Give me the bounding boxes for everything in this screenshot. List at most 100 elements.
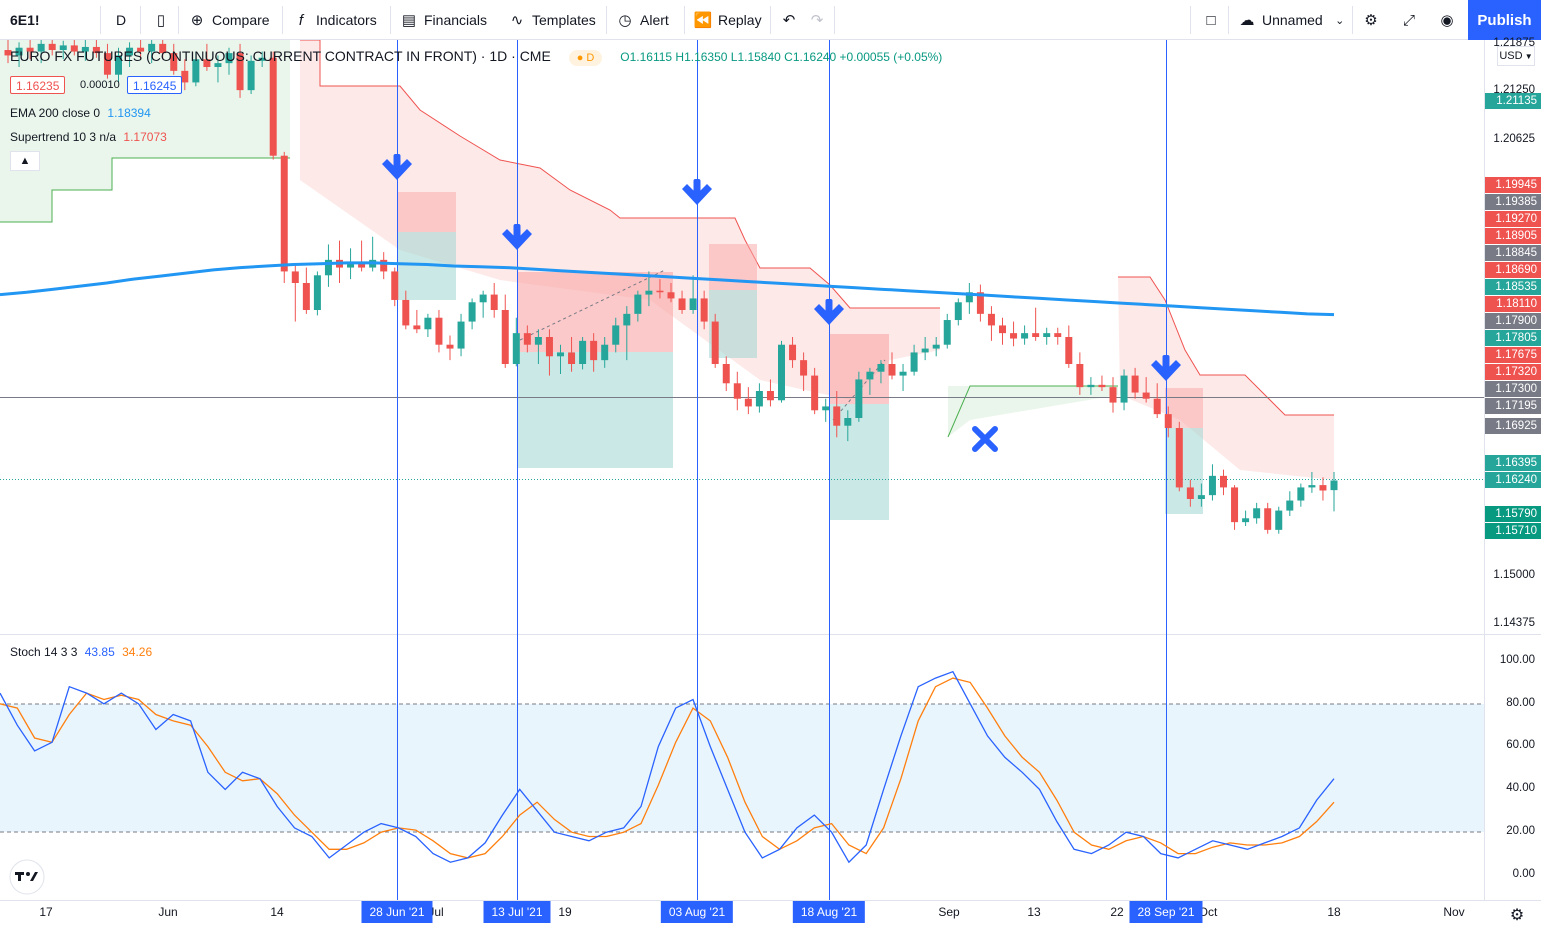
candle-up [1197, 495, 1205, 499]
supertrend-legend[interactable]: Supertrend 10 3 n/a 1.17073 [10, 130, 167, 144]
candle-up [1308, 485, 1316, 488]
symbol-search-button[interactable]: 6E1! [10, 0, 40, 40]
candle-down [545, 337, 553, 357]
candle-down [490, 294, 498, 310]
undo-button[interactable]: ↶ [778, 0, 804, 40]
candle-up [921, 348, 929, 353]
candle-down [1109, 387, 1117, 403]
save-layout-button[interactable]: ☁ Unnamed ⌄ [1236, 0, 1355, 40]
buy-button[interactable]: 1.16245 [127, 76, 183, 94]
short-position-stop-zone [397, 192, 456, 232]
currency-selector[interactable]: USD ▼ [1497, 46, 1535, 66]
candle-down [976, 292, 984, 314]
replay-button[interactable]: ⏪ Replay [692, 0, 762, 40]
stoch-legend[interactable]: Stoch 14 3 3 43.85 34.26 [10, 645, 152, 659]
candle-up [347, 263, 355, 268]
interval-button[interactable]: D [116, 0, 126, 40]
date-badge: 28 Jun '21 [361, 901, 433, 923]
financials-button[interactable]: ▤ Financials [398, 0, 487, 40]
redo-icon: ↷ [810, 12, 824, 29]
candle-down [888, 364, 896, 376]
toolbar-divider [1190, 6, 1191, 34]
candle-up [313, 275, 321, 310]
candle-down [1220, 475, 1227, 488]
time-tick: Sep [938, 905, 960, 919]
ohlc-values: O1.16115 H1.16350 L1.15840 C1.16240 +0.0… [620, 50, 943, 64]
supertrend-up-line-2 [947, 385, 1118, 438]
time-tick: 22 [1110, 905, 1124, 919]
down-arrow-icon [502, 224, 532, 250]
delay-badge: ● D [568, 50, 603, 66]
compare-button[interactable]: ⊕ Compare [186, 0, 270, 40]
indicators-button[interactable]: f Indicators [290, 0, 377, 40]
supertrend-up-fill-2 [948, 386, 1118, 437]
publish-button[interactable]: Publish [1468, 0, 1541, 40]
candle-up [1120, 375, 1128, 403]
candle-down [269, 57, 277, 156]
chevron-up-icon: ▲ [19, 155, 31, 167]
candle-down [1319, 485, 1327, 491]
candle-down [523, 333, 531, 345]
layout-button[interactable]: □ [1200, 0, 1226, 40]
chart-canvas[interactable]: ⚙ [0, 40, 1541, 927]
stoch-band [0, 704, 1484, 832]
candle-up [1208, 475, 1216, 496]
stoch-tick: 20.00 [1506, 825, 1535, 837]
supertrend-down-fill [300, 40, 940, 400]
toolbar-divider [282, 6, 283, 34]
toolbar-divider [140, 6, 141, 34]
candle-up [910, 352, 918, 372]
ema-legend[interactable]: EMA 200 close 0 1.18394 [10, 106, 151, 120]
templates-button[interactable]: ∿ Templates [506, 0, 596, 40]
candle-down [1264, 508, 1272, 530]
chart-type-button[interactable]: ▯ [150, 0, 176, 40]
price-label: 1.19270 [1485, 211, 1541, 227]
candle-up [15, 47, 23, 56]
buy-price: 1.16245 [133, 79, 177, 93]
sell-button[interactable]: 1.16235 [10, 76, 66, 94]
candles-series [4, 40, 1338, 534]
tradingview-logo-icon [9, 859, 45, 895]
supertrend-legend-label: Supertrend 10 3 n/a [10, 130, 117, 144]
price-label: 1.17675 [1485, 347, 1541, 363]
supertrend-down-line-2 [1118, 276, 1334, 416]
candle-down [48, 43, 56, 51]
collapse-legend-button[interactable]: ▲ [10, 151, 40, 171]
snapshot-button[interactable]: ◉ [1436, 0, 1462, 40]
candle-up [81, 46, 89, 52]
candle-down [1153, 398, 1161, 415]
publish-label: Publish [1477, 11, 1532, 29]
candle-up [1087, 384, 1095, 388]
price-label: 1.15710 [1485, 523, 1541, 539]
candle-down [26, 47, 34, 52]
candle-up [148, 43, 156, 52]
signal-arrows [382, 154, 1181, 381]
candle-down [181, 70, 189, 83]
candle-down [1010, 333, 1018, 339]
candle-up [755, 391, 763, 407]
stoch-d-line [0, 677, 1335, 859]
candle-down [391, 271, 399, 300]
square-icon: □ [1206, 11, 1216, 29]
candle-up [689, 298, 697, 310]
indicators-label: Indicators [316, 12, 377, 28]
candle-down [568, 352, 576, 364]
short-position-target-zone [1165, 428, 1203, 514]
candle-down [137, 47, 145, 52]
candle-down [1131, 375, 1139, 393]
candle-down [744, 398, 752, 407]
candle-up [855, 379, 863, 418]
alert-button[interactable]: ◷ Alert [614, 0, 668, 40]
candle-up [512, 333, 520, 364]
candle-up [1297, 487, 1305, 501]
candle-up [954, 302, 962, 321]
fullscreen-button[interactable]: ⤢ [1398, 0, 1424, 40]
candle-up [324, 259, 332, 276]
candle-down [700, 298, 708, 322]
candle-up [37, 43, 45, 52]
redo-button[interactable]: ↷ [806, 0, 832, 40]
candle-down [159, 43, 167, 54]
toolbar-divider [684, 6, 685, 34]
settings-button[interactable]: ⚙ [1360, 0, 1386, 40]
axis-settings-gear-icon[interactable]: ⚙ [1510, 907, 1524, 924]
